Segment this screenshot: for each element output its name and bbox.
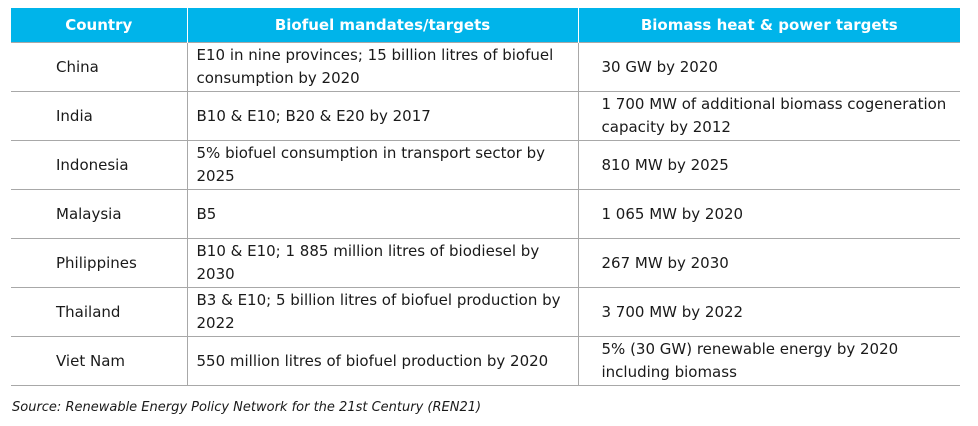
table-row: Thailand B3 & E10; 5 billion litres of b… — [11, 287, 960, 337]
country-cell: Viet Nam — [11, 336, 187, 386]
table-row: Viet Nam 550 million litres of biofuel p… — [11, 336, 960, 386]
country-cell: Thailand — [11, 287, 187, 337]
header-biomass: Biomass heat & power targets — [577, 8, 960, 43]
biofuel-cell: B5 — [186, 189, 578, 239]
country-cell: India — [11, 91, 187, 141]
biomass-cell: 1 065 MW by 2020 — [577, 189, 960, 239]
biofuel-cell: 5% biofuel consumption in transport sect… — [186, 140, 578, 190]
biomass-cell: 3 700 MW by 2022 — [577, 287, 960, 337]
biomass-cell: 5% (30 GW) renewable energy by 2020 incl… — [577, 336, 960, 386]
table-row: India B10 & E10; B20 & E20 by 2017 1 700… — [11, 91, 960, 141]
table-body: China E10 in nine provinces; 15 billion … — [11, 42, 960, 386]
header-biofuel: Biofuel mandates/targets — [186, 8, 578, 43]
biomass-cell: 267 MW by 2030 — [577, 238, 960, 288]
biofuel-cell: E10 in nine provinces; 15 billion litres… — [186, 42, 578, 92]
country-cell: China — [11, 42, 187, 92]
biofuel-cell: B3 & E10; 5 billion litres of biofuel pr… — [186, 287, 578, 337]
source-note: Source: Renewable Energy Policy Network … — [12, 400, 482, 415]
table-row: Indonesia 5% biofuel consumption in tran… — [11, 140, 960, 190]
biomass-cell: 1 700 MW of additional biomass cogenerat… — [577, 91, 960, 141]
table-row: China E10 in nine provinces; 15 billion … — [11, 42, 960, 92]
biofuel-cell: B10 & E10; 1 885 million litres of biodi… — [186, 238, 578, 288]
biofuel-cell: 550 million litres of biofuel production… — [186, 336, 578, 386]
biofuel-targets-table: Country Biofuel mandates/targets Biomass… — [11, 8, 960, 386]
biofuel-cell: B10 & E10; B20 & E20 by 2017 — [186, 91, 578, 141]
country-cell: Indonesia — [11, 140, 187, 190]
country-cell: Philippines — [11, 238, 187, 288]
biomass-cell: 30 GW by 2020 — [577, 42, 960, 92]
header-country: Country — [11, 8, 187, 43]
table-header: Country Biofuel mandates/targets Biomass… — [11, 8, 960, 43]
biomass-cell: 810 MW by 2025 — [577, 140, 960, 190]
table-row: Malaysia B5 1 065 MW by 2020 — [11, 189, 960, 239]
header-row: Country Biofuel mandates/targets Biomass… — [11, 8, 960, 43]
country-cell: Malaysia — [11, 189, 187, 239]
table-row: Philippines B10 & E10; 1 885 million lit… — [11, 238, 960, 288]
